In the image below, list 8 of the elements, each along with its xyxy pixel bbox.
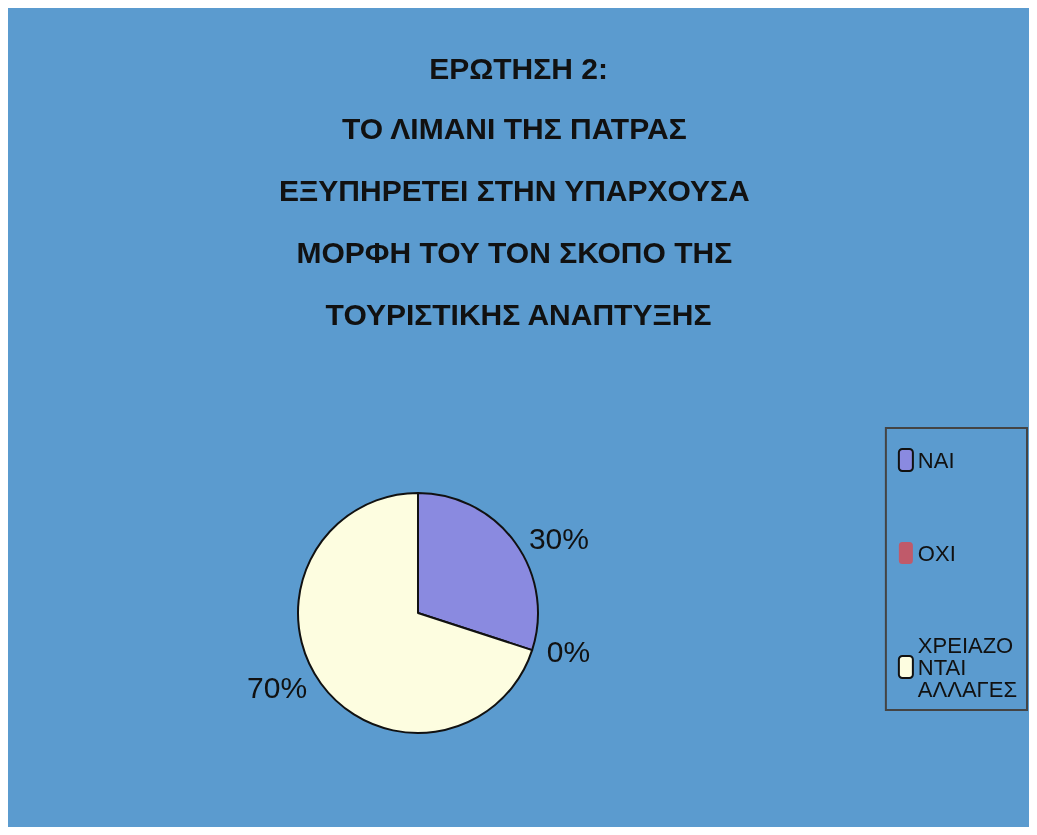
chart-subtitle: ΤΟ ΛΙΜΑΝΙ ΤΗΣ ΠΑΤΡΑΣ ΕΞΥΠΗΡΕΤΕΙ ΣΤΗΝ ΥΠΑΡΧΟΥΣΑ ΜΟΡΦΗ ΤΟΥ ΤΟΝ ΣΚΟΠΟ ΤΗΣ ΤΟΥΡΙΣΤΙΚΗΣ ΑΝΑΠΤΥΞΗΣ bbox=[278, 111, 759, 331]
legend-label: ΝΑΙ bbox=[917, 447, 955, 473]
data-label: 30% bbox=[528, 522, 589, 556]
data-label: 70% bbox=[247, 670, 308, 704]
text: 0% bbox=[546, 635, 591, 669]
legend-label: ΧΡΕΙΑΖΟΝΤΑΙ ΑΛΛΑΓΕΣ bbox=[917, 632, 1018, 702]
chart-title: ΕΡΩΤΗΣΗ 2: bbox=[429, 51, 608, 85]
legend-label: ΟΧΙ bbox=[917, 540, 956, 566]
